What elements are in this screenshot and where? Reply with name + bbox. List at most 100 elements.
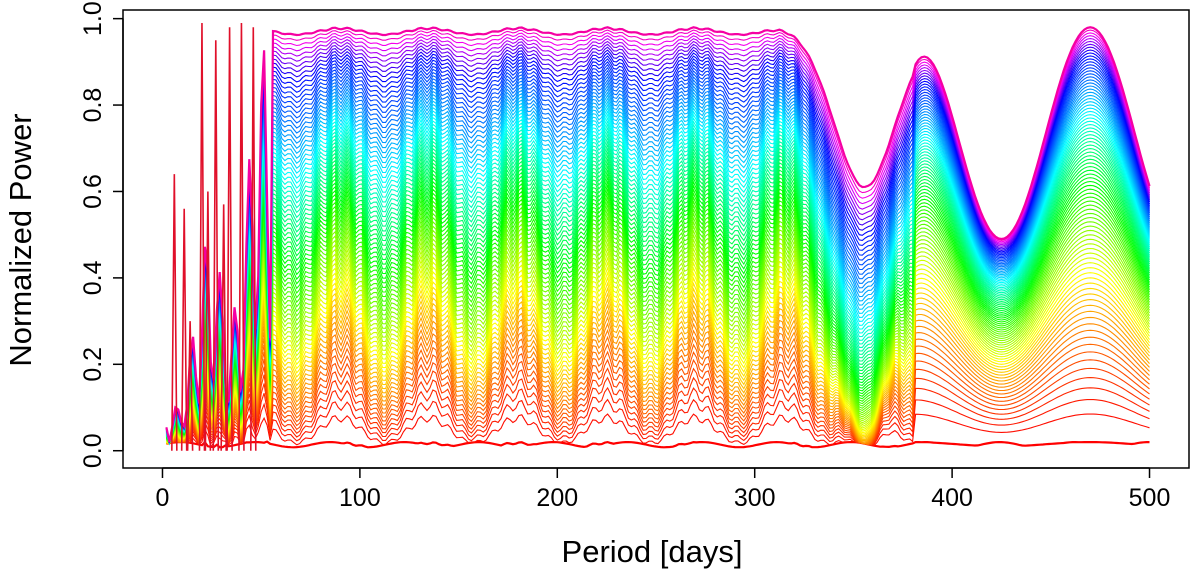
series-line [165, 103, 1151, 444]
series-line [165, 91, 1151, 444]
series-curves [165, 22, 1151, 451]
y-tick-label: 0.2 [79, 347, 107, 382]
series-line [166, 266, 1150, 444]
series-line [165, 81, 1151, 444]
spike-line [186, 321, 194, 451]
series-line [166, 413, 1150, 449]
series-line [165, 220, 1150, 445]
series-line [165, 26, 1151, 443]
x-axis-title: Period [days] [562, 534, 743, 569]
series-line [166, 281, 1150, 444]
series-line [165, 35, 1151, 443]
series-line [165, 32, 1151, 443]
series-line [165, 176, 1151, 445]
series-line [165, 40, 1151, 443]
spike-line [220, 204, 227, 451]
series-line [165, 37, 1151, 443]
series-line [166, 328, 1150, 445]
series-line [165, 147, 1151, 446]
spike-line [238, 22, 245, 451]
series-line [165, 119, 1151, 446]
series-line [165, 97, 1151, 444]
series-line [165, 215, 1150, 445]
series-line [165, 233, 1150, 445]
series-line [165, 55, 1151, 443]
spike-line [226, 27, 233, 451]
series-line [165, 72, 1151, 444]
y-axis: 0.0 0.2 0.4 0.6 0.8 1.0 [79, 1, 124, 468]
series-line [165, 199, 1150, 445]
series-line [165, 52, 1151, 443]
y-tick-label: 1.0 [79, 1, 107, 36]
series-line [165, 195, 1150, 445]
series-line [165, 187, 1150, 445]
y-tick-label: 0.0 [79, 433, 107, 468]
series-line [165, 49, 1151, 443]
series-line [165, 66, 1151, 444]
series-line [165, 88, 1151, 444]
series-line [165, 113, 1151, 444]
series-line [165, 157, 1151, 445]
series-line [166, 303, 1150, 445]
series-line [165, 211, 1150, 445]
series-line [165, 94, 1151, 444]
series-line [165, 100, 1151, 444]
series-line [165, 43, 1151, 443]
x-tick-label: 100 [339, 484, 381, 512]
series-line [166, 256, 1150, 445]
series-line [165, 136, 1151, 446]
x-tick-label: 400 [931, 484, 973, 512]
series-line [166, 322, 1150, 445]
series-line [165, 228, 1150, 445]
spike-line [249, 27, 257, 451]
spike-line [180, 208, 188, 451]
series-line [165, 110, 1151, 444]
series-line [165, 168, 1151, 445]
y-tick-label: 0.4 [79, 260, 107, 295]
series-line [165, 61, 1151, 443]
series-line [166, 251, 1150, 445]
series-line [165, 237, 1150, 445]
series-line [165, 164, 1151, 445]
series-line [166, 343, 1150, 445]
series-line [166, 376, 1150, 447]
y-axis-title: Normalized Power [3, 113, 38, 366]
series-line [165, 116, 1151, 446]
series-line [166, 286, 1150, 444]
y-tick-label: 0.6 [79, 174, 107, 209]
spike-line [198, 22, 206, 451]
x-tick-label: 300 [734, 484, 776, 512]
series-line [166, 367, 1150, 446]
series-line [165, 126, 1151, 446]
y-tick-label: 0.8 [79, 88, 107, 123]
series-line [165, 224, 1150, 445]
series-line [165, 129, 1151, 446]
spike-line [212, 40, 220, 451]
series-line [166, 440, 1150, 449]
series-line [165, 203, 1150, 445]
series-line [165, 140, 1151, 446]
x-axis: 0 100 200 300 400 500 [156, 467, 1171, 512]
series-line [165, 78, 1151, 444]
series-line [165, 242, 1150, 445]
spike-line [171, 174, 178, 451]
spike-line [204, 191, 212, 451]
series-line [165, 150, 1151, 446]
series-line [165, 106, 1151, 444]
series-line [166, 271, 1150, 444]
series-line [165, 63, 1151, 444]
series-line [165, 207, 1150, 445]
series-line [165, 183, 1150, 445]
series-line [166, 315, 1150, 445]
series-line [166, 350, 1150, 445]
x-tick-label: 200 [536, 484, 578, 512]
series-line [165, 84, 1151, 444]
series-line [166, 276, 1150, 444]
x-tick-label: 500 [1129, 484, 1171, 512]
series-line [166, 297, 1150, 444]
series-line [165, 191, 1150, 445]
series-line [165, 58, 1151, 443]
series-line [165, 46, 1151, 443]
series-line [166, 309, 1150, 445]
